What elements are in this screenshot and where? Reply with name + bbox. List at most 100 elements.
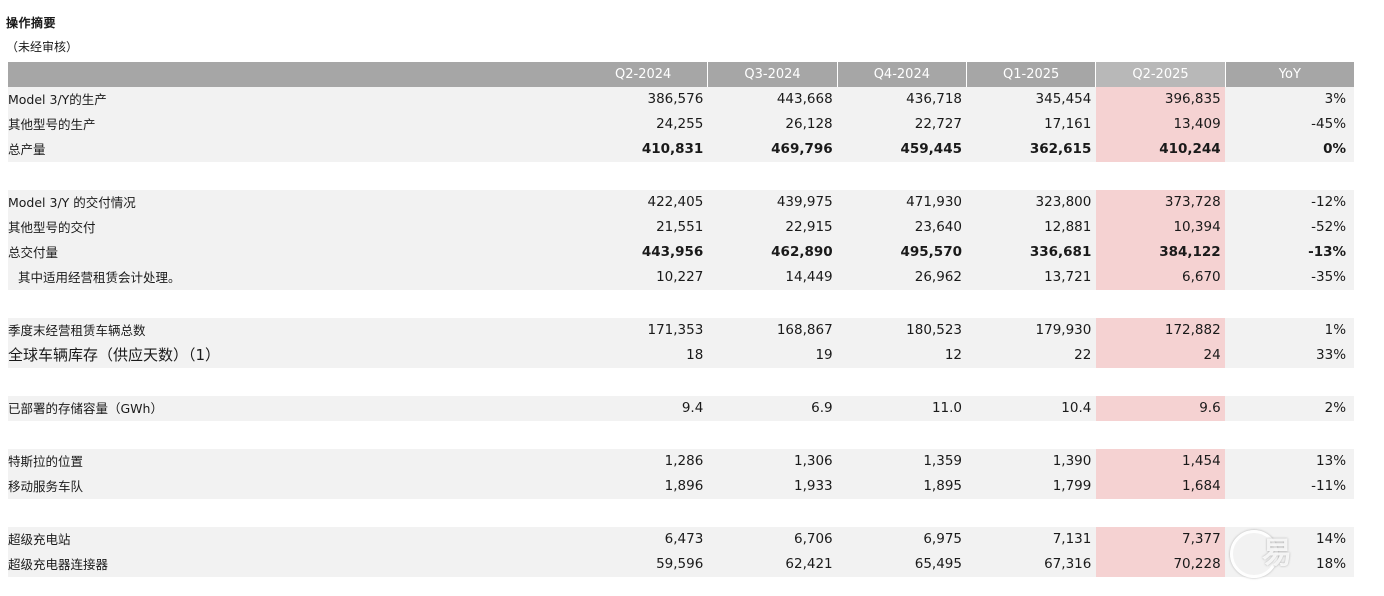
row-label: 其他型号的生产 [8, 117, 96, 132]
table-row: 已部署的存储容量（GWh） 9.4 6.9 11.0 10.4 9.6 2% [8, 396, 1354, 421]
row-label: Model 3/Y 的交付情况 [8, 195, 136, 210]
value-cell: 18 [686, 347, 704, 363]
yoy-cell: 1% [1324, 322, 1347, 338]
value-cell: 323,800 [1035, 194, 1092, 210]
value-cell: 495,570 [900, 244, 963, 260]
table-row: 其他型号的交付 21,551 22,915 23,640 12,881 10,394 -52… [8, 215, 1354, 240]
value-cell: 436,718 [906, 91, 962, 107]
value-cell: 384,122 [1096, 240, 1225, 265]
column-header-q3-2024: Q3-2024 [744, 67, 801, 82]
yoy-cell: -52% [1311, 219, 1347, 235]
value-cell: 462,890 [771, 244, 833, 260]
value-cell: 22 [1074, 347, 1092, 363]
value-cell: 459,445 [900, 141, 963, 157]
value-cell: 10,394 [1096, 215, 1225, 240]
value-cell: 9.6 [1096, 396, 1225, 421]
value-cell: 12,881 [1044, 219, 1092, 235]
group-spacer [8, 162, 1354, 190]
value-cell: 6,975 [923, 531, 962, 547]
value-cell: 1,359 [923, 453, 962, 469]
value-cell: 26,128 [785, 116, 833, 132]
value-cell: 410,244 [1096, 137, 1225, 162]
value-cell: 26,962 [914, 269, 962, 285]
yoy-cell: -35% [1311, 269, 1346, 285]
table-row: 总交付量 443,956 462,890 495,570 336,681 384,122 -… [8, 240, 1354, 265]
header-label-cell [8, 62, 579, 87]
value-cell: 1,286 [664, 453, 704, 469]
value-cell: 336,681 [1029, 244, 1092, 260]
value-cell: 422,405 [647, 194, 704, 210]
value-cell: 386,576 [647, 91, 704, 107]
value-cell: 7,377 [1096, 527, 1225, 552]
column-header-q1-2025: Q1-2025 [1003, 67, 1060, 82]
value-cell: 1,896 [664, 478, 704, 494]
value-cell: 6,473 [664, 531, 704, 547]
row-label: 其中适用经营租赁会计处理。 [18, 270, 181, 285]
row-label: 超级充电站 [8, 532, 71, 547]
row-label: 已部署的存储容量（GWh） [8, 401, 163, 416]
value-cell: 345,454 [1035, 91, 1092, 107]
value-cell: 443,668 [776, 91, 833, 107]
value-cell: 65,495 [914, 556, 962, 572]
value-cell: 6.9 [811, 400, 833, 416]
value-cell: 362,615 [1029, 141, 1092, 157]
column-header-yoy: YoY [1278, 67, 1301, 82]
yoy-cell: 33% [1316, 347, 1347, 363]
yoy-cell: 14% [1316, 531, 1347, 547]
value-cell: 22,727 [914, 116, 962, 132]
table-row: 超级充电器连接器 59,596 62,421 65,495 67,316 70,228 18… [8, 552, 1354, 577]
value-cell: 1,390 [1052, 453, 1092, 469]
table-row: Model 3/Y的生产 386,576 443,668 436,718 345,454… [8, 87, 1354, 112]
value-cell: 10.4 [1061, 400, 1092, 416]
yoy-cell: 13% [1316, 453, 1347, 469]
table-row: 超级充电站 6,473 6,706 6,975 7,131 7,377 14% [8, 527, 1354, 552]
value-cell: 6,670 [1096, 265, 1225, 290]
table-row: 其他型号的生产 24,255 26,128 22,727 17,161 13,409 -45… [8, 112, 1354, 137]
watermark-logo-icon [1230, 530, 1278, 578]
value-cell: 67,316 [1044, 556, 1092, 572]
value-cell: 21,551 [656, 219, 704, 235]
operational-summary-table: Q2-2024 Q3-2024 Q4-2024 Q1-2025 Q2-2025 … [8, 62, 1354, 577]
value-cell: 172,882 [1096, 318, 1225, 343]
table-row: 季度末经营租赁车辆总数 171,353 168,867 180,523 179,930 1… [8, 318, 1354, 343]
value-cell: 1,933 [794, 478, 833, 494]
page-title: 操作摘要 [6, 16, 57, 30]
value-cell: 373,728 [1096, 190, 1225, 215]
row-label: 总交付量 [8, 245, 59, 260]
value-cell: 439,975 [776, 194, 833, 210]
value-cell: 7,131 [1052, 531, 1092, 547]
row-label: 总产量 [8, 142, 46, 157]
value-cell: 19 [815, 347, 833, 363]
yoy-cell: 0% [1323, 141, 1347, 157]
value-cell: 22,915 [785, 219, 833, 235]
row-label: 移动服务车队 [8, 479, 84, 494]
yoy-cell: -45% [1311, 116, 1347, 132]
value-cell: 9.4 [681, 400, 704, 416]
yoy-cell: 18% [1316, 556, 1347, 572]
value-cell: 1,454 [1096, 449, 1225, 474]
value-cell: 410,831 [641, 141, 704, 157]
value-cell: 6,706 [794, 531, 833, 547]
value-cell: 396,835 [1096, 87, 1225, 112]
yoy-cell: -13% [1308, 244, 1347, 260]
value-cell: 24,255 [656, 116, 704, 132]
table-row: 特斯拉的位置 1,286 1,306 1,359 1,390 1,454 13% [8, 449, 1354, 474]
value-cell: 62,421 [785, 556, 833, 572]
table-row: 总产量 410,831 469,796 459,445 362,615 410,244 0% [8, 137, 1354, 162]
value-cell: 180,523 [906, 322, 962, 338]
watermark-icon: 易 [1262, 536, 1292, 571]
value-cell: 23,640 [914, 219, 962, 235]
yoy-cell: -12% [1311, 194, 1347, 210]
value-cell: 10,227 [656, 269, 704, 285]
group-spacer [8, 421, 1354, 449]
value-cell: 168,867 [776, 322, 833, 338]
value-cell: 59,596 [656, 556, 704, 572]
row-label: 其他型号的交付 [8, 220, 96, 235]
value-cell: 24 [1096, 343, 1225, 368]
row-label: 全球车辆库存（供应天数）（1） [8, 346, 221, 364]
value-cell: 12 [944, 347, 962, 363]
table-row: Model 3/Y 的交付情况 422,405 439,975 471,930 323,… [8, 190, 1354, 215]
group-spacer [8, 499, 1354, 527]
column-header-q2-2025: Q2-2025 [1096, 62, 1225, 87]
row-label: 特斯拉的位置 [8, 454, 84, 469]
